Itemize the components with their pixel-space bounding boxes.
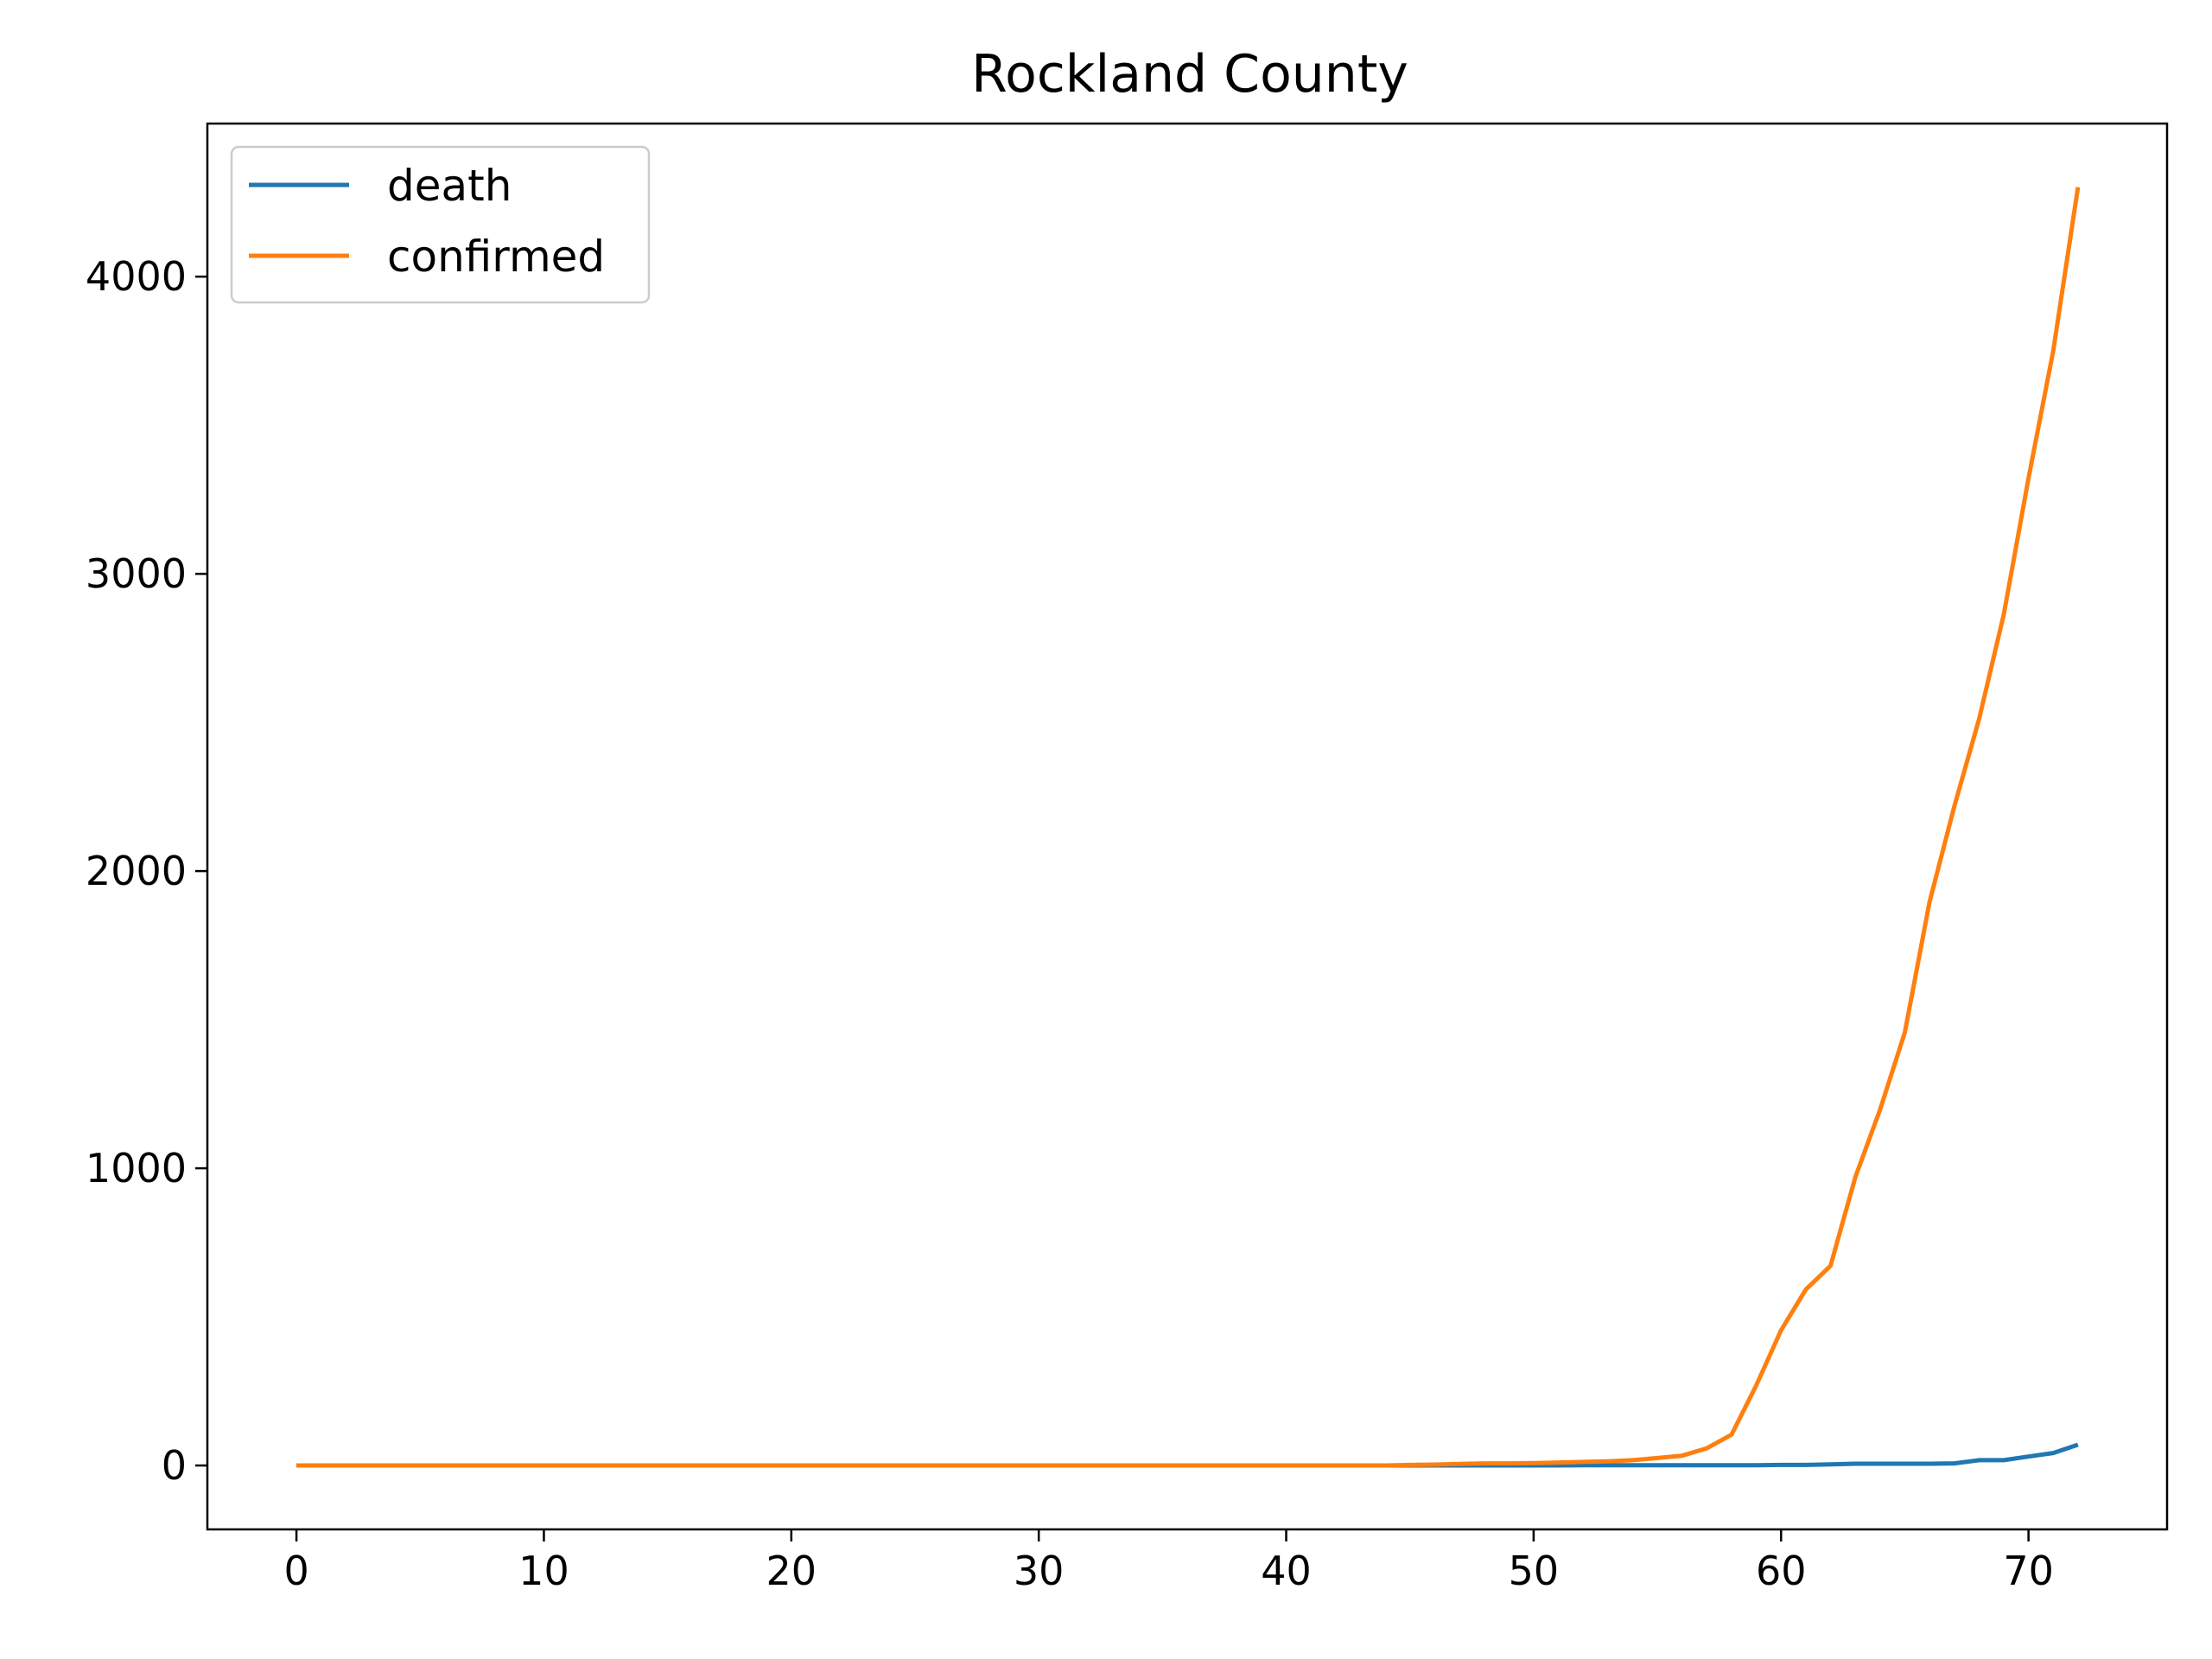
y-tick-label: 0: [162, 1442, 187, 1489]
legend-label-confirmed: confirmed: [387, 232, 605, 282]
series-line-death: [296, 1442, 2079, 1468]
y-axis: 0 1000 2000 3000 4000: [86, 253, 207, 1489]
x-tick-label: 70: [2003, 1548, 2054, 1594]
x-tick-label: 50: [1509, 1548, 1560, 1594]
series-layer: [296, 187, 2081, 1468]
x-tick-label: 0: [283, 1548, 308, 1594]
legend-label-death: death: [387, 161, 512, 211]
x-axis: 0 10 20 30 40 50 60 70: [283, 1529, 2054, 1594]
y-tick-label: 4000: [86, 253, 187, 300]
y-tick-label: 2000: [86, 848, 187, 894]
x-tick-label: 30: [1014, 1548, 1065, 1594]
series-line-confirmed: [296, 187, 2081, 1468]
x-tick-label: 60: [1756, 1548, 1807, 1594]
x-tick-label: 10: [518, 1548, 569, 1594]
x-tick-label: 20: [766, 1548, 817, 1594]
legend: death confirmed: [230, 145, 651, 304]
axes-frame: [206, 122, 2169, 1531]
y-tick-label: 3000: [86, 550, 187, 597]
y-tick-label: 1000: [86, 1145, 187, 1192]
x-tick-label: 40: [1261, 1548, 1312, 1594]
chart-title: Rockland County: [971, 44, 1408, 105]
